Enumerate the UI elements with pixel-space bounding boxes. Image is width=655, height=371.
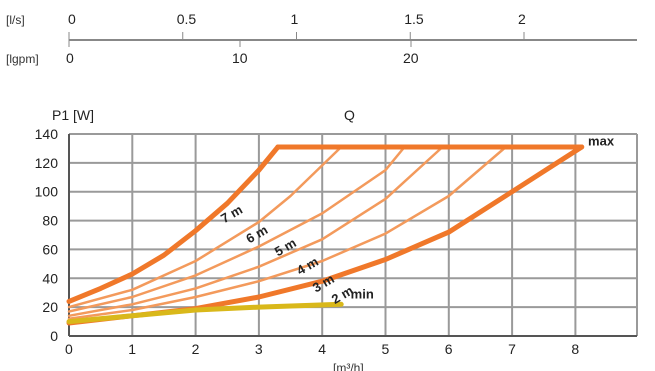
ls-tick-label: 2: [518, 11, 526, 27]
curve-7-m: [66, 144, 281, 304]
curve-label-4-m: 4 m: [294, 254, 321, 278]
x-tick-label: 2: [192, 341, 200, 357]
y-tick-label: 140: [35, 126, 59, 142]
ls-tick-label: 1.5: [404, 11, 424, 27]
ls-tick-label: 0: [68, 11, 76, 27]
q-axis-label: Q: [344, 107, 355, 123]
y-tick-label: 20: [42, 299, 58, 315]
lgpm-tick-label: 10: [232, 50, 248, 66]
lgpm-unit-label: [lgpm]: [6, 52, 39, 66]
ls-unit-label: [l/s]: [6, 13, 25, 27]
x-tick-label: 3: [255, 341, 263, 357]
y-tick-label: 80: [42, 213, 58, 229]
curve-4-m: [67, 145, 444, 318]
y-tick-label: 100: [35, 184, 59, 200]
top-flow-scales: [l/s] 0 0.5 1 1.5 2 [lgpm] 0 10 20: [6, 11, 637, 66]
y-tick-label: 60: [42, 241, 58, 257]
ls-tick-label: 0.5: [177, 11, 197, 27]
x-tick-label: 1: [128, 341, 136, 357]
curve-5-m: [67, 145, 406, 313]
x-tick-label: 7: [508, 341, 516, 357]
curve-3-m: [67, 145, 508, 320]
x-tick-label: 8: [571, 341, 579, 357]
curve-2-m: [66, 144, 585, 326]
curves: [66, 144, 585, 326]
ls-tick-label: 1: [291, 11, 299, 27]
curve-label-max: max: [588, 134, 615, 149]
y-tick-label: 0: [50, 328, 58, 344]
x-tick-label: 5: [382, 341, 390, 357]
y-tick-label: 120: [35, 155, 59, 171]
lgpm-tick-label: 0: [66, 50, 74, 66]
curve-label-min: min: [351, 286, 374, 301]
chart-grid: [68, 133, 638, 337]
x-tick-label: 6: [445, 341, 453, 357]
y-tick-label: 40: [42, 270, 58, 286]
x-tick-label: 0: [65, 341, 73, 357]
lgpm-tick-label: 20: [403, 50, 419, 66]
y-axis-label: P1 [W]: [52, 107, 94, 123]
axis-labels: P1 [W] Q [m³/h]: [52, 107, 364, 371]
x-tick-label: 4: [318, 341, 326, 357]
curve-min: [66, 301, 344, 325]
curve-6-m: [67, 145, 343, 309]
x-axis-unit-label: [m³/h]: [333, 361, 364, 371]
